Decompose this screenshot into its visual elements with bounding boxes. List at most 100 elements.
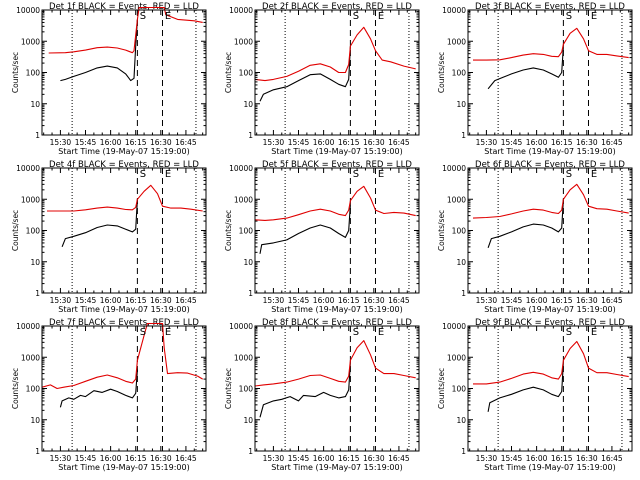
lld-series-line [472, 183, 629, 219]
x-tick-label: 15:45 [75, 296, 97, 305]
panel-det-1: Det 1f BLACK = Events, RED = LLD 1 10 100 10… [11, 2, 207, 156]
x-tick-label: 16:45 [601, 138, 623, 147]
y-tick-label: 100 [452, 69, 467, 78]
y-tick-label: 1000 [447, 353, 466, 362]
x-tick-label: 15:45 [501, 454, 523, 463]
x-tick-label: 16:00 [100, 454, 122, 463]
marker-e: E [165, 169, 171, 180]
y-tick-label: 100 [239, 69, 254, 78]
events-series-line [259, 204, 351, 254]
x-tick-label: 16:30 [150, 138, 172, 147]
y-tick-label: 100 [239, 385, 254, 394]
y-tick-label: 100 [239, 227, 254, 236]
y-tick-label: 1 [35, 447, 40, 456]
marker-s: S [353, 11, 359, 22]
x-tick-label: 15:45 [501, 138, 523, 147]
events-series-line [487, 199, 564, 248]
y-tick-label: 10000 [16, 164, 40, 173]
y-tick-label: 1 [35, 289, 40, 298]
y-tick-label: 100 [26, 69, 41, 78]
events-series-line [487, 46, 564, 90]
x-tick-label: 15:45 [75, 138, 97, 147]
x-tick-label: 16:15 [338, 454, 360, 463]
marker-s: S [566, 327, 572, 338]
panel-title: Det 6f BLACK = Events, RED = LLD [475, 160, 625, 170]
y-tick-label: 10000 [16, 322, 40, 331]
events-series-line [259, 362, 351, 418]
x-axis-label: Start Time (19-May-07 15:19:00) [58, 305, 189, 314]
x-tick-label: 16:00 [100, 296, 122, 305]
x-tick-label: 15:30 [263, 296, 285, 305]
lld-series-line [42, 322, 203, 390]
y-tick-label: 10000 [229, 322, 253, 331]
x-tick-label: 15:45 [501, 296, 523, 305]
x-tick-label: 16:30 [363, 138, 385, 147]
plot-frame [41, 167, 207, 294]
x-tick-label: 16:45 [175, 454, 197, 463]
x-axis-label: Start Time (19-May-07 15:19:00) [271, 147, 402, 156]
x-tick-label: 15:45 [288, 454, 310, 463]
y-axis-label: Counts/sec [437, 210, 446, 251]
marker-e: E [165, 11, 171, 22]
x-axis-label: Start Time (19-May-07 15:19:00) [271, 305, 402, 314]
y-tick-label: 10 [243, 100, 253, 109]
marker-e: E [378, 169, 384, 180]
panel-title: Det 1f BLACK = Events, RED = LLD [49, 2, 199, 12]
y-tick-label: 1 [461, 289, 466, 298]
x-tick-label: 16:15 [551, 296, 573, 305]
y-tick-label: 1 [248, 289, 253, 298]
plot-frame [467, 325, 633, 452]
y-tick-label: 10 [456, 416, 466, 425]
plot-frame [254, 9, 420, 136]
x-axis-label: Start Time (19-May-07 15:19:00) [58, 463, 189, 472]
x-tick-label: 16:00 [313, 454, 335, 463]
lld-series-line [255, 26, 416, 82]
x-tick-label: 16:45 [388, 454, 410, 463]
x-tick-label: 15:30 [50, 296, 72, 305]
y-tick-label: 10000 [229, 164, 253, 173]
y-tick-label: 1000 [21, 37, 40, 46]
x-tick-label: 16:30 [150, 454, 172, 463]
x-tick-label: 15:30 [50, 454, 72, 463]
x-tick-label: 16:45 [175, 296, 197, 305]
plot-frame [41, 325, 207, 452]
x-tick-label: 16:15 [338, 296, 360, 305]
x-axis-label: Start Time (19-May-07 15:19:00) [484, 463, 615, 472]
marker-s: S [566, 169, 572, 180]
lld-series-line [47, 184, 203, 212]
y-tick-label: 10000 [442, 164, 466, 173]
y-axis-label: Counts/sec [437, 52, 446, 93]
lld-series-line [255, 185, 416, 221]
x-tick-label: 16:00 [526, 296, 548, 305]
y-axis-label: Counts/sec [224, 52, 233, 93]
x-axis-label: Start Time (19-May-07 15:19:00) [484, 305, 615, 314]
x-tick-label: 16:00 [100, 138, 122, 147]
y-tick-label: 1000 [447, 37, 466, 46]
y-tick-label: 1000 [21, 353, 40, 362]
x-tick-label: 16:00 [526, 138, 548, 147]
marker-e: E [165, 327, 171, 338]
y-tick-label: 10000 [16, 6, 40, 15]
y-axis-label: Counts/sec [11, 210, 20, 251]
lld-series-line [473, 340, 629, 385]
events-series-line [61, 199, 138, 248]
marker-s: S [566, 11, 572, 22]
panel-det-6: Det 6f BLACK = Events, RED = LLD 1 10 100 10… [437, 160, 633, 314]
y-tick-label: 1000 [234, 195, 253, 204]
events-series-line [259, 46, 351, 102]
panel-title: Det 8f BLACK = Events, RED = LLD [262, 318, 412, 328]
lld-series-line [473, 27, 629, 61]
panel-det-4: Det 4f BLACK = Events, RED = LLD 1 10 100 10… [11, 160, 207, 314]
y-tick-label: 10 [30, 100, 40, 109]
y-tick-label: 1 [461, 447, 466, 456]
x-tick-label: 15:30 [263, 138, 285, 147]
x-tick-label: 16:15 [125, 138, 147, 147]
y-axis-label: Counts/sec [11, 52, 20, 93]
y-tick-label: 1 [248, 447, 253, 456]
x-tick-label: 16:30 [150, 296, 172, 305]
x-tick-label: 16:15 [125, 296, 147, 305]
panel-title: Det 9f BLACK = Events, RED = LLD [475, 318, 625, 328]
x-tick-label: 15:30 [476, 138, 498, 147]
y-tick-label: 100 [452, 227, 467, 236]
x-tick-label: 16:30 [576, 138, 598, 147]
